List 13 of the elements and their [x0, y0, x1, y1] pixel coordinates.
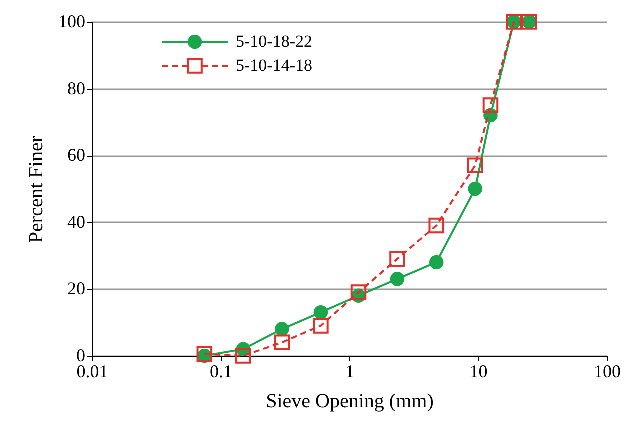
legend-label: 5-10-18-22 [236, 32, 312, 51]
x-tick-label: 10 [470, 362, 488, 382]
y-tick-label: 20 [68, 278, 86, 299]
x-tick-label: 100 [594, 362, 621, 382]
y-tick-label: 100 [58, 12, 86, 32]
y-tick-label: 60 [68, 145, 86, 166]
x-tick-label: 0.1 [210, 362, 232, 382]
y-axis-title: Percent Finer [26, 136, 48, 244]
y-tick-label: 40 [68, 212, 86, 232]
legend-label: 5-10-14-18 [236, 56, 312, 75]
x-axis-title: Sieve Opening (mm) [266, 390, 434, 412]
y-tick-label: 80 [68, 78, 86, 98]
x-tick-label: 1 [346, 362, 354, 382]
